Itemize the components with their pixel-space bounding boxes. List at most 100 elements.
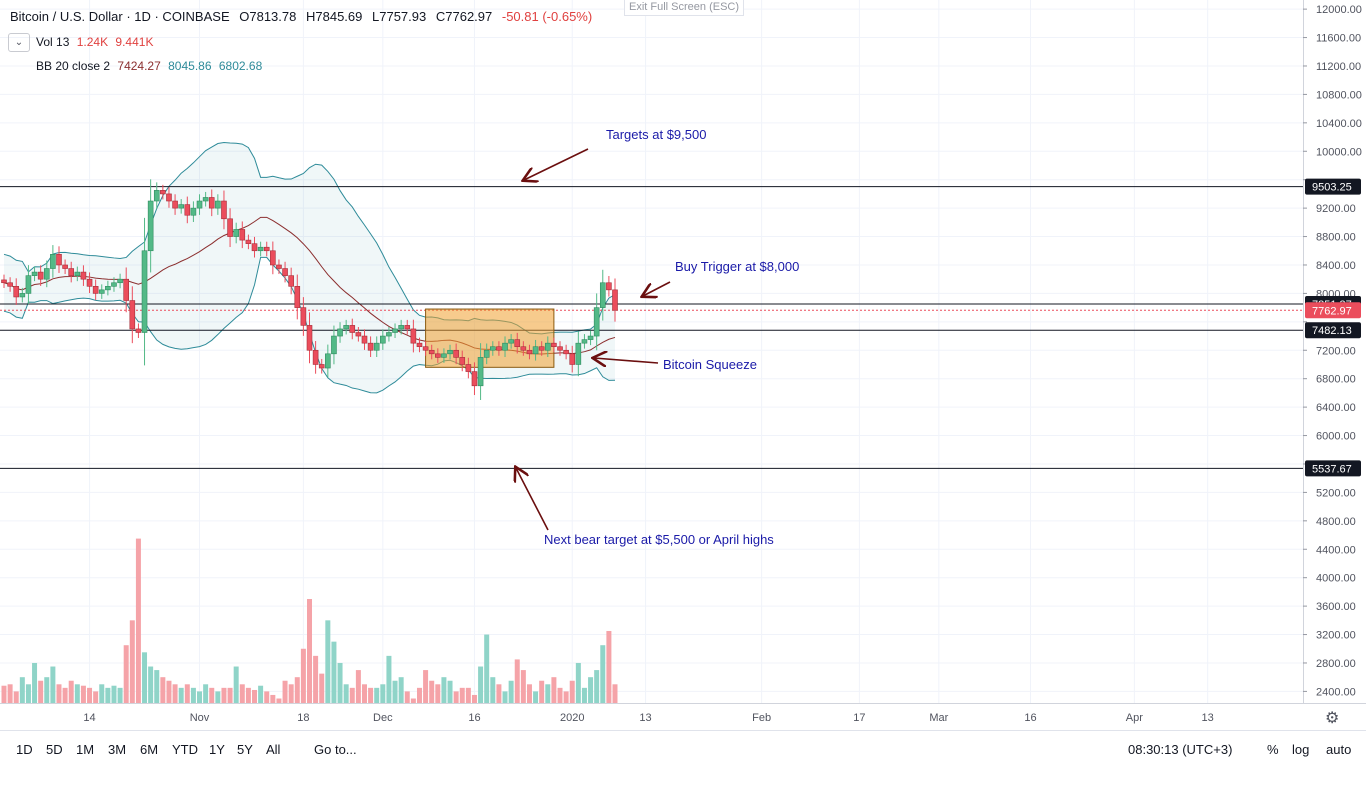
candle-body [202,197,209,202]
volume-bar [25,684,31,703]
candle-body [410,328,417,344]
candle-body [196,200,203,209]
candle-body [62,264,68,269]
candle-body [502,342,508,351]
go-to-date-button[interactable]: Go to... [314,742,357,757]
percent-scale-button[interactable]: % [1267,742,1279,757]
candle-body [245,239,252,244]
log-scale-button[interactable]: log [1292,742,1310,757]
volume-bar [478,666,484,703]
candle-body [37,271,44,280]
candle-body [496,346,502,351]
level-tag-label: 5537.67 [1312,463,1352,475]
volume-bar [575,662,581,703]
volume-bar [502,691,508,703]
volume-bar [423,670,429,703]
candle-body [343,325,349,330]
candle-body [318,364,325,369]
range-1d-button[interactable]: 1D [16,742,33,757]
price-tick-label: 9200.00 [1316,203,1356,215]
bottom-toolbar: 1D 5D 1M 3M 6M YTD 1Y 5Y All Go to... 08… [0,731,1366,768]
candle-body [123,278,129,301]
volume-bar [184,684,190,703]
price-tick-label: 6800.00 [1316,374,1356,386]
candle-body [367,342,374,351]
candle-body [13,286,20,298]
gear-icon[interactable]: ⚙ [1325,710,1340,727]
volume-indicator-legend[interactable]: Vol 13 1.24K 9.441K [36,35,153,49]
volume-bar [337,662,343,703]
volume-bar [252,689,258,703]
time-tick-label: 2020 [560,712,584,724]
range-ytd-button[interactable]: YTD [172,742,198,757]
bb-indicator-legend[interactable]: BB 20 close 2 7424.27 8045.86 6802.68 [36,59,262,73]
volume-bar [93,691,99,703]
volume-bar [154,670,160,703]
volume-bar [282,680,288,703]
range-5y-button[interactable]: 5Y [237,742,253,757]
volume-bar [319,673,325,703]
volume-bar [331,641,337,703]
range-all-button[interactable]: All [266,742,281,757]
candle-body [453,349,459,358]
price-tick-label: 4800.00 [1316,516,1356,528]
range-1y-button[interactable]: 1Y [209,742,225,757]
volume-bar [484,634,490,703]
candle-body [270,250,276,266]
exit-full-screen-button[interactable]: Exit Full Screen (ESC) [624,0,745,16]
volume-bar [197,691,203,703]
arrow-to-buy-trigger [643,281,671,296]
candle-body [526,349,533,355]
candle-body [557,346,563,351]
price-tick-label: 10400.00 [1316,118,1362,130]
open-value: O7813.78 [239,9,297,24]
bb-upper-value: 8045.86 [168,59,212,73]
candle-body [135,328,142,333]
volume-bar [563,691,569,703]
price-tick-label: 5200.00 [1316,487,1356,499]
range-6m-button[interactable]: 6M [140,742,159,757]
time-tick-label: 13 [639,712,651,724]
candle-body [435,353,441,358]
auto-scale-button[interactable]: auto [1326,742,1352,757]
candle-body [538,346,545,351]
collapse-indicators-button[interactable]: ⌄ [8,33,30,52]
volume-bar [404,691,410,703]
clock-display[interactable]: 08:30:13 (UTC+3) [1128,742,1233,757]
candle-body [147,200,154,252]
volume-bar [594,670,600,703]
candle-body [239,229,246,241]
volume-bar [80,685,86,703]
candle-body [1,279,7,284]
candle-body [392,328,398,333]
volume-bar [392,680,398,703]
volume-bar [1,685,7,703]
candle-body [471,371,478,387]
close-value: C7762.97 [435,9,493,24]
range-5d-button[interactable]: 5D [46,742,63,757]
candle-body [331,335,337,355]
volume-indicator-name: Vol 13 [36,35,70,49]
candle-body [166,193,172,202]
candle-body [80,271,87,280]
chevron-down-icon: ⌄ [14,37,24,48]
candle-body [532,346,539,355]
volume-bar [276,698,282,703]
volume-bar [600,645,606,703]
range-3m-button[interactable]: 3M [108,742,127,757]
candle-body [208,197,215,209]
volume-bar [38,680,44,703]
candle-body [263,246,270,252]
time-tick-label: Apr [1126,712,1143,724]
volume-bar [166,680,172,703]
range-1m-button[interactable]: 1M [76,742,95,757]
volume-bar [557,687,563,703]
candle-body [337,328,343,337]
candle-body [172,200,178,209]
candle-body [544,342,551,351]
price-tick-label: 2800.00 [1316,658,1356,670]
low-value: L7757.93 [372,9,427,24]
candle-body [483,349,490,358]
symbol-title[interactable]: Bitcoin / U.S. Dollar · 1D · COINBASE [10,9,230,24]
